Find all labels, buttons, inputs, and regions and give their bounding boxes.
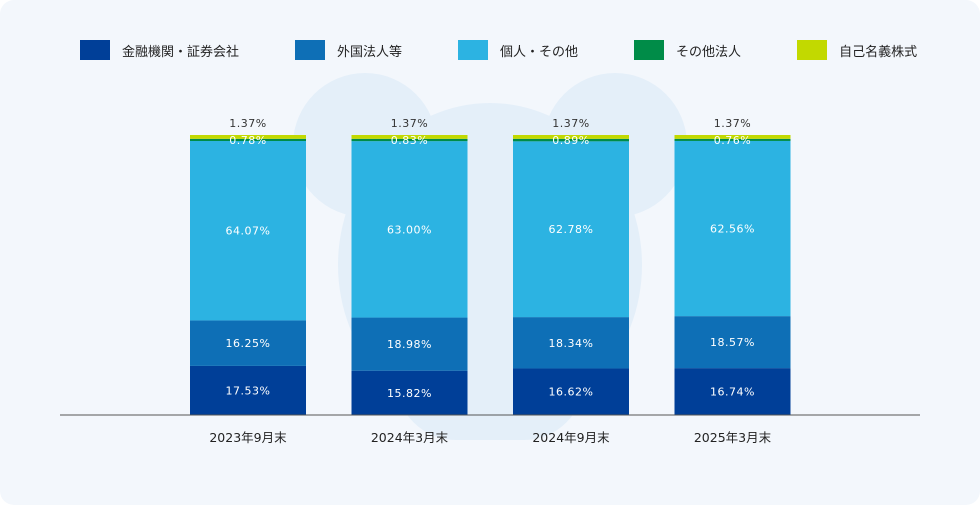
- data-label: 15.82%: [387, 387, 432, 400]
- category-label: 2023年9月末: [209, 430, 287, 445]
- data-label: 0.83%: [391, 134, 428, 147]
- legend-label: 金融機関・証券会社: [122, 44, 240, 60]
- data-label: 62.78%: [549, 223, 594, 236]
- category-label: 2025年3月末: [694, 430, 772, 445]
- bar-segment: [351, 135, 468, 139]
- bar-segment: [674, 140, 791, 317]
- legend-swatch: [458, 40, 489, 60]
- data-label: 18.98%: [387, 338, 432, 351]
- bar-segment: [190, 365, 306, 415]
- bar-segment: [674, 368, 791, 415]
- bar-segment: [190, 135, 306, 139]
- legend-item: その他法人: [634, 40, 741, 60]
- data-label: 18.57%: [710, 336, 755, 349]
- data-label: 1.37%: [552, 117, 589, 130]
- legend-label: 外国法人等: [337, 44, 403, 60]
- bar-segment: [351, 141, 468, 318]
- legend-item: 金融機関・証券会社: [80, 40, 239, 60]
- bar-segment: [190, 320, 306, 366]
- data-label: 17.53%: [226, 384, 271, 397]
- legend-swatch: [797, 40, 828, 60]
- category-label: 2024年9月末: [532, 430, 610, 445]
- data-label: 16.74%: [710, 386, 755, 399]
- legend-swatch: [295, 40, 326, 60]
- data-label: 0.76%: [714, 134, 751, 147]
- legend-item: 外国法人等: [295, 40, 402, 60]
- data-label: 16.25%: [226, 337, 271, 350]
- bar-segment: [351, 370, 468, 415]
- bar-segment: [351, 317, 468, 371]
- legend-item: 自己名義株式: [797, 40, 917, 60]
- data-label: 0.78%: [229, 134, 266, 147]
- data-label: 1.37%: [229, 117, 266, 130]
- bar-segment: [674, 135, 791, 139]
- bar-segment: [513, 317, 629, 369]
- data-label: 18.34%: [549, 337, 594, 350]
- legend-label: その他法人: [676, 44, 742, 60]
- data-label: 0.89%: [552, 134, 589, 147]
- bar-segment: [513, 368, 629, 415]
- data-label: 1.37%: [714, 117, 751, 130]
- data-label: 63.00%: [387, 223, 432, 236]
- legend-label: 自己名義株式: [839, 44, 918, 60]
- bar-segment: [674, 138, 791, 141]
- bar-segment: [513, 135, 629, 139]
- data-label: 16.62%: [549, 386, 594, 399]
- data-label: 1.37%: [391, 117, 428, 130]
- bar-segment: [190, 138, 306, 142]
- bar-segment: [351, 138, 468, 142]
- category-label: 2024年3月末: [371, 430, 449, 445]
- bar-segment: [190, 141, 306, 321]
- legend-swatch: [80, 40, 110, 60]
- legend-item: 個人・その他: [458, 40, 578, 60]
- legend-swatch: [634, 40, 665, 60]
- bar-segment: [513, 141, 629, 318]
- data-label: 64.07%: [226, 225, 271, 238]
- data-label: 62.56%: [710, 223, 755, 236]
- legend-label: 個人・その他: [500, 44, 579, 60]
- bar-segment: [513, 138, 629, 142]
- bar-segment: [674, 316, 791, 369]
- chart-legend: 金融機関・証券会社 外国法人等 個人・その他 その他法人 自己名義株式: [80, 40, 917, 60]
